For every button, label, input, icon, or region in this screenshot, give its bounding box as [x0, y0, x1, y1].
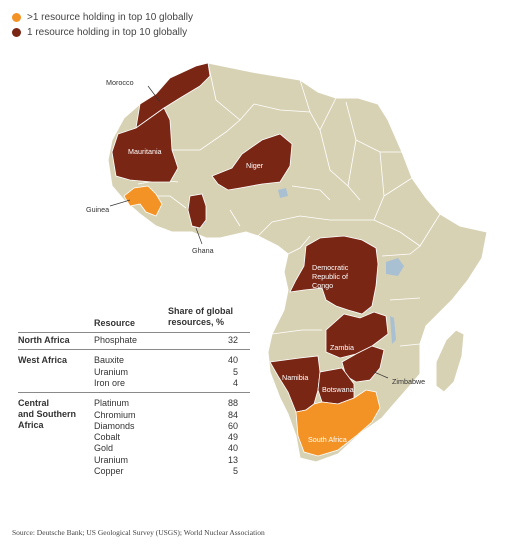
country-mauritania [111, 107, 179, 183]
resource-cell: Platinum [94, 398, 130, 409]
resource-cell: Chromium [94, 409, 136, 420]
lake-malawi [390, 316, 396, 344]
africa-landmass [107, 62, 488, 463]
table-rule [18, 392, 250, 394]
region-name-line: Central [18, 398, 50, 409]
region-name: West Africa [18, 355, 67, 366]
share-cell: 40 [227, 443, 238, 454]
share-cell: 84 [227, 409, 238, 420]
label-botswana: Botswana [322, 385, 354, 394]
country-borders [137, 62, 441, 347]
lake-victoria [386, 258, 404, 276]
lake-chad [278, 188, 288, 198]
label-niger: Niger [246, 161, 264, 170]
col-header-resource: Resource [94, 318, 136, 328]
label-zimbabwe: Zimbabwe [392, 377, 425, 386]
region-name: North Africa [18, 335, 70, 346]
legend-item-one: 1 resource holding in top 10 globally [12, 25, 193, 40]
resource-cell: Uranium [94, 454, 129, 465]
share-cell: 5 [232, 466, 238, 476]
country-niger [211, 133, 293, 191]
label-drc-line: Democratic [312, 263, 349, 272]
share-cell: 13 [227, 454, 238, 465]
madagascar [435, 329, 465, 393]
orange-dot-icon [12, 13, 21, 22]
label-ghana: Ghana [192, 246, 214, 255]
country-guinea [123, 185, 163, 217]
col-header-share: Share of global resources, % [168, 306, 233, 328]
share-cell: 32 [227, 335, 238, 345]
resource-cell: Diamonds [94, 420, 135, 431]
leader-lines [109, 85, 389, 379]
label-drc-line: Congo [312, 281, 333, 290]
region-name-line: and Southern [18, 409, 76, 420]
brown-dot-icon [12, 28, 21, 37]
resource-cell: Iron ore [94, 377, 126, 388]
label-zambia: Zambia [330, 343, 354, 352]
region-name-line: West Africa [18, 355, 68, 366]
label-south-africa: South Africa [308, 435, 347, 444]
country-drc [289, 235, 379, 315]
region-name: Central and Southern Africa [18, 398, 76, 431]
resource-cell: Copper [94, 466, 124, 476]
table-rule [18, 349, 250, 351]
label-guinea: Guinea [86, 205, 109, 214]
col-header-share-line: Share of global [168, 306, 234, 316]
label-drc: Democratic Republic of Congo [312, 263, 349, 290]
share-cell: 40 [227, 355, 238, 366]
col-header-share-line: resources, % [168, 317, 225, 327]
share-cell: 49 [227, 432, 238, 443]
country-ghana [187, 193, 207, 229]
legend-item-more-than-one: >1 resource holding in top 10 globally [12, 10, 193, 25]
resource-cell: Uranium [94, 366, 129, 377]
country-zimbabwe [341, 345, 385, 383]
label-namibia: Namibia [282, 373, 308, 382]
source-note: Source: Deutsche Bank; US Geological Sur… [12, 528, 265, 537]
resource-cell: Cobalt [94, 432, 121, 443]
legend-label: >1 resource holding in top 10 globally [27, 12, 193, 23]
table-rule [18, 332, 250, 333]
resource-cell: Gold [94, 443, 114, 454]
label-morocco: Morocco [106, 78, 134, 87]
region-name-line: Africa [18, 420, 44, 431]
legend: >1 resource holding in top 10 globally 1… [12, 10, 193, 40]
share-cell: 60 [227, 420, 238, 431]
share-cell: 4 [232, 377, 238, 388]
country-morocco [135, 62, 211, 129]
share-cell: 88 [227, 398, 238, 409]
label-mauritania: Mauritania [128, 147, 162, 156]
country-zambia [325, 311, 389, 359]
legend-label: 1 resource holding in top 10 globally [27, 27, 188, 38]
resource-cell: Phosphate [94, 335, 138, 345]
share-cell: 5 [232, 366, 238, 377]
country-south-africa [295, 389, 381, 457]
resource-cell: Bauxite [94, 355, 125, 366]
label-drc-line: Republic of [312, 272, 348, 281]
region-name-line: North Africa [18, 335, 70, 345]
